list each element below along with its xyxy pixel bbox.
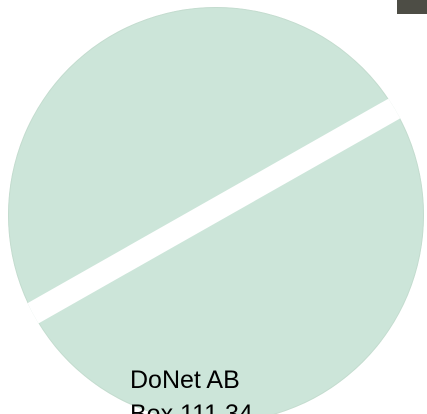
screen: DoNet AB Box 111 34 bbox=[0, 0, 427, 414]
logo bbox=[0, 7, 427, 414]
page: DoNet AB Box 111 34 (() => { const data … bbox=[0, 0, 427, 414]
corner-icon bbox=[397, 0, 427, 14]
company-name: DoNet AB bbox=[130, 366, 240, 394]
address: Box 111 34 bbox=[130, 400, 253, 414]
